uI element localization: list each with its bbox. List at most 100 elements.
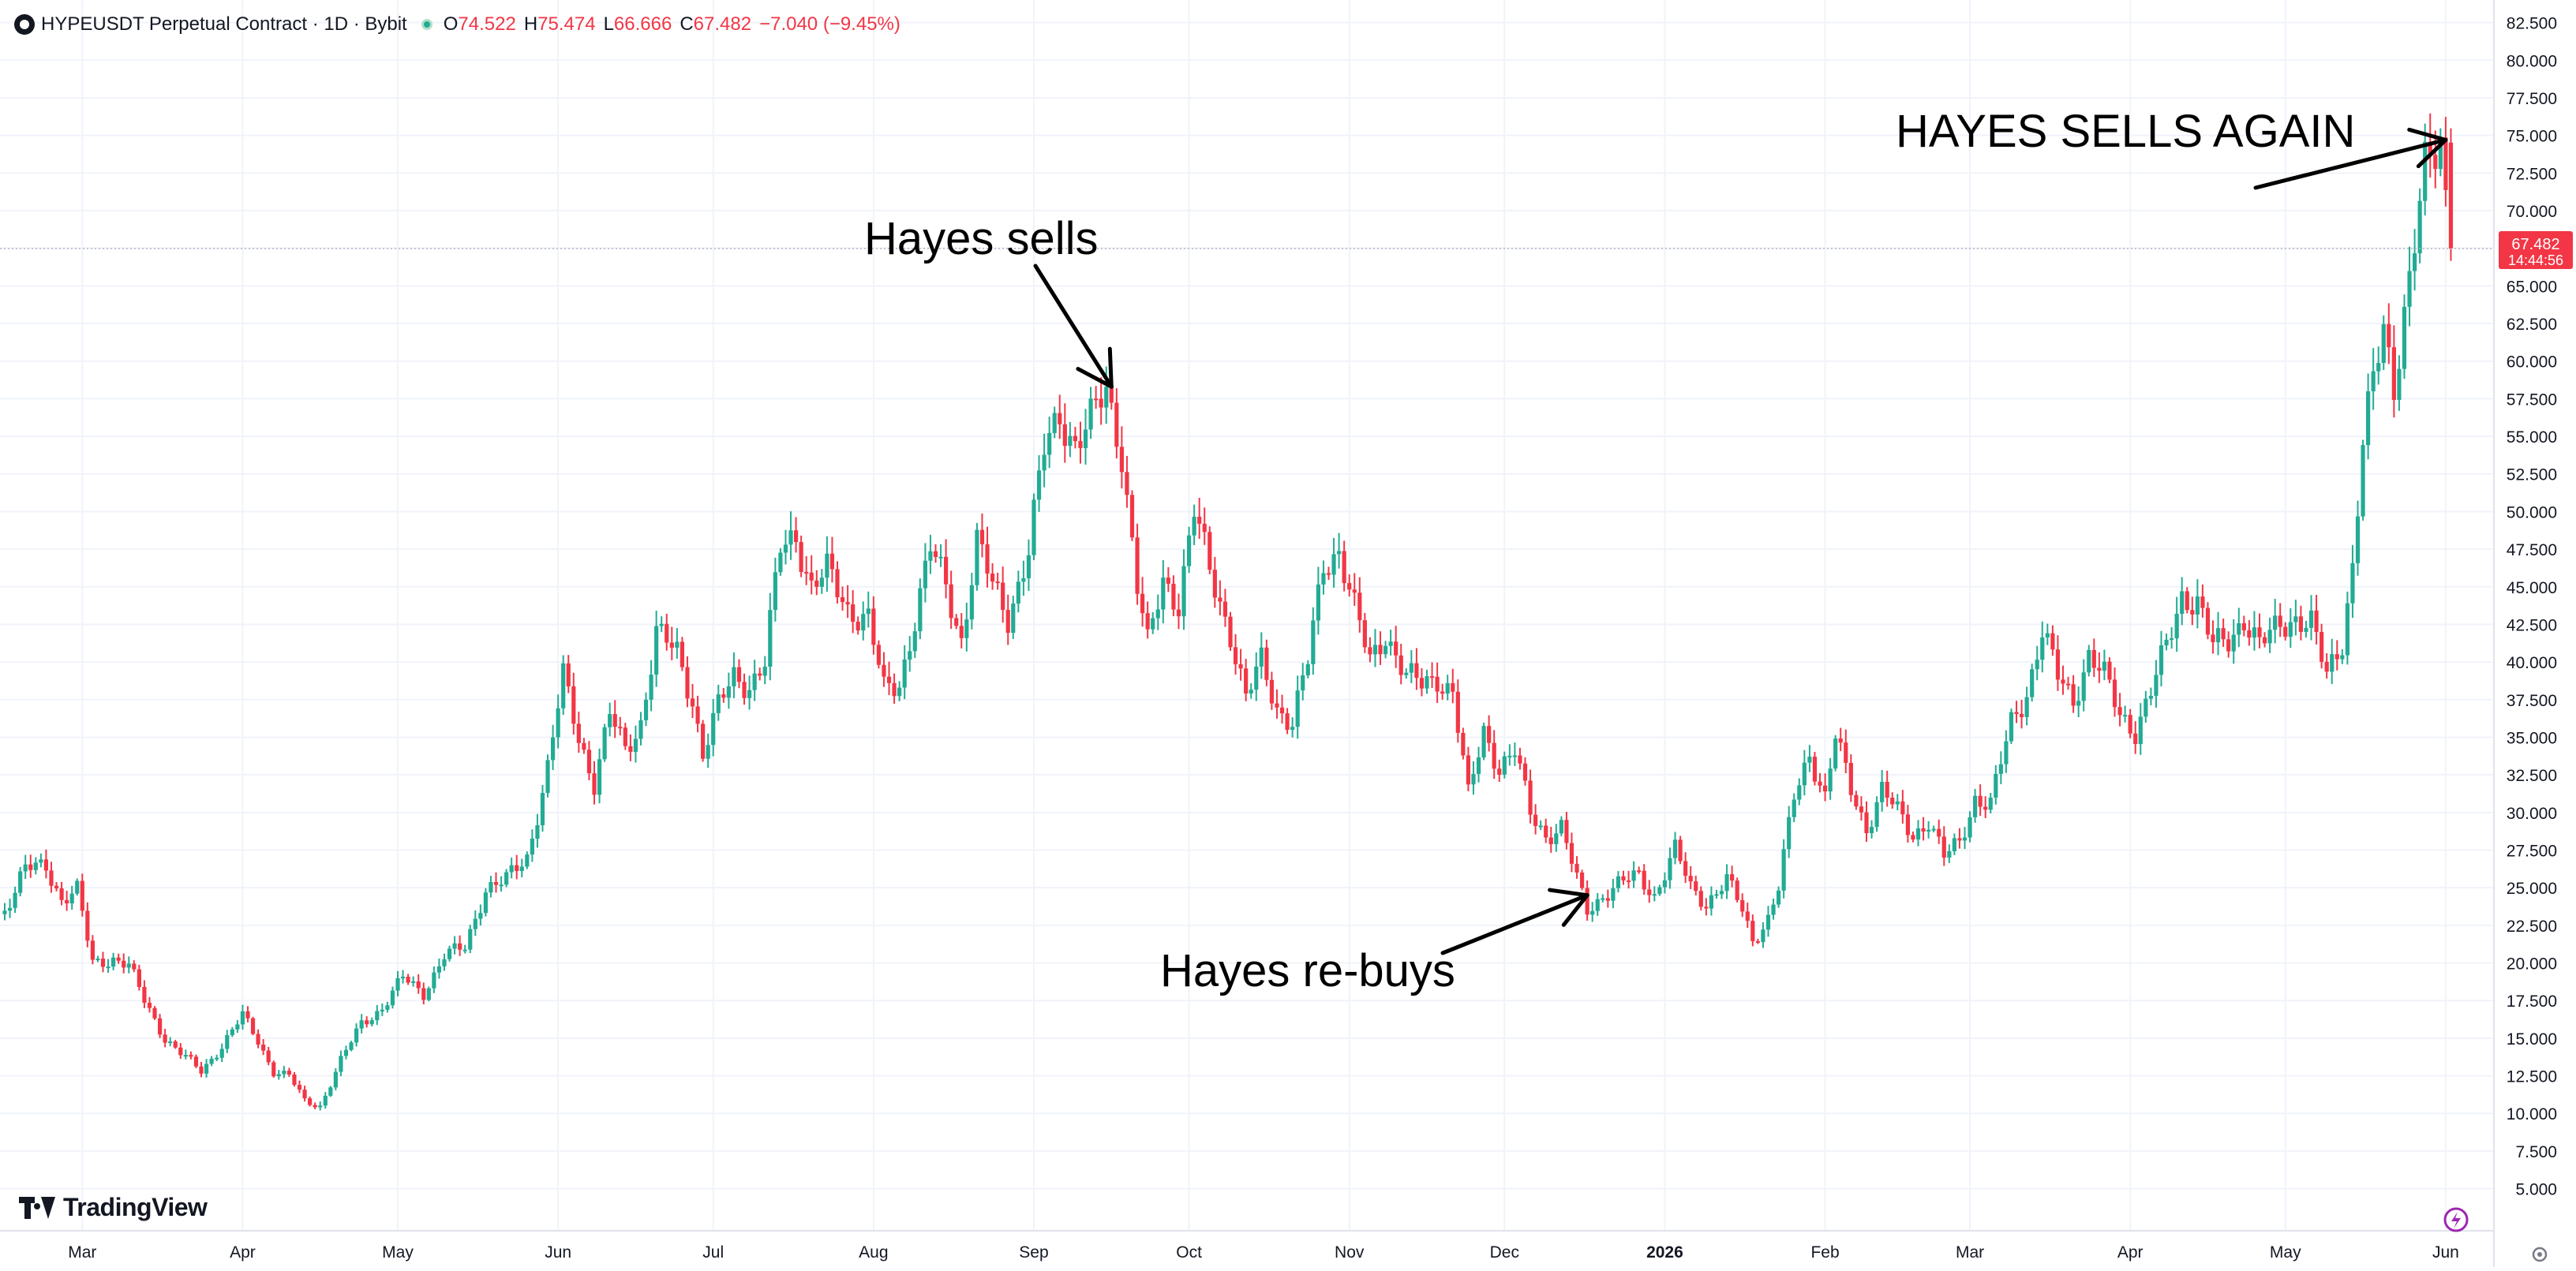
candle-body <box>711 712 716 746</box>
y-tick-label: 40.000 <box>2507 654 2557 672</box>
candle-body <box>1812 757 1818 782</box>
candle-body <box>349 1042 354 1050</box>
candle-body <box>230 1029 234 1036</box>
candle-body <box>458 943 462 950</box>
candle-body <box>985 544 990 574</box>
candle-body <box>375 1011 380 1021</box>
annotation-arrow-sells-again-head[interactable] <box>2416 137 2448 169</box>
candle-body <box>1864 812 1869 834</box>
candle-body <box>499 884 504 887</box>
candle-body <box>2154 675 2159 697</box>
candle-body <box>1926 829 1931 832</box>
market-status-icon[interactable] <box>421 19 432 30</box>
candle-body <box>1222 601 1228 617</box>
candle-body <box>1155 609 1160 619</box>
candle-body <box>576 723 581 743</box>
annotation-arrow-rebuys[interactable] <box>1440 893 1589 955</box>
candle-body <box>1921 828 1926 832</box>
annotation-arrow-sells-head[interactable] <box>1107 346 1114 389</box>
candle-body <box>1218 597 1222 602</box>
candle-body <box>1186 535 1192 566</box>
candle-body <box>1429 676 1435 678</box>
candle-body <box>292 1074 297 1086</box>
candle-body <box>923 560 927 589</box>
candle-body <box>1787 817 1792 850</box>
y-tick-label: 5.000 <box>2515 1181 2557 1199</box>
y-tick-label: 57.500 <box>2507 391 2557 409</box>
candle-body <box>1854 794 1859 807</box>
candle-body <box>2402 306 2407 369</box>
candle-body <box>1585 888 1589 915</box>
candle-body <box>333 1071 338 1088</box>
candle-body <box>1781 849 1786 891</box>
candle-body <box>1579 872 1585 888</box>
candle-body <box>918 588 923 632</box>
candle-body <box>1538 825 1543 828</box>
candle-body <box>1068 436 1073 447</box>
candle-body <box>525 854 530 867</box>
candle-body <box>1104 387 1109 408</box>
candle-body <box>602 727 607 760</box>
candle-body <box>928 551 933 561</box>
ohlc-open-value: 74.522 <box>458 13 516 35</box>
annotation-hayes-sells-again[interactable]: HAYES SELLS AGAIN <box>1896 106 2355 157</box>
last-price-tag[interactable] <box>2499 231 2573 270</box>
candle-body <box>85 910 90 941</box>
tradingview-logo[interactable]: TradingView <box>19 1193 208 1222</box>
y-tick-label: 80.000 <box>2507 52 2557 70</box>
candle-body <box>1833 738 1838 769</box>
annotation-hayes-rebuys[interactable]: Hayes re-buys <box>1160 945 1455 996</box>
y-tick-label: 52.500 <box>2507 466 2557 484</box>
lightning-icon[interactable] <box>2443 1207 2469 1232</box>
candle-body <box>426 988 431 1000</box>
candle-body <box>2107 661 2112 680</box>
annotation-arrow-sells-again[interactable] <box>2253 137 2448 190</box>
x-tick-label: 2026 <box>1646 1243 1683 1262</box>
candle-body <box>1254 666 1259 690</box>
candle-body <box>1616 876 1621 888</box>
candle-body <box>250 1018 256 1034</box>
annotation-arrow-sells-again-head[interactable] <box>2407 127 2448 142</box>
symbol-title[interactable]: HYPEUSDT Perpetual Contract · 1D · Bybit <box>41 13 407 35</box>
annotation-hayes-sells[interactable]: Hayes sells <box>864 213 1099 264</box>
exchange-logo-icon[interactable] <box>14 14 35 35</box>
candle-body <box>1848 762 1853 795</box>
chart-header: HYPEUSDT Perpetual Contract · 1D · Bybit… <box>14 11 900 38</box>
candle-body <box>95 959 100 961</box>
candle-body <box>2443 137 2448 190</box>
y-tick-label: 22.500 <box>2507 918 2557 936</box>
candle-body <box>758 673 762 676</box>
candle-body <box>706 745 710 759</box>
candle-body <box>318 1105 323 1108</box>
candle-body <box>861 614 866 631</box>
candle-body <box>1507 755 1512 757</box>
candle-body <box>2174 614 2179 639</box>
annotation-arrow-rebuys-head[interactable] <box>1548 888 1589 898</box>
candle-body <box>1937 828 1941 837</box>
candle-body <box>1331 554 1336 575</box>
candle-body <box>897 687 902 697</box>
candle-body <box>1818 781 1822 786</box>
ohlc-close-value: 67.482 <box>693 13 752 35</box>
candle-body <box>2273 615 2278 630</box>
candle-body <box>1036 470 1042 500</box>
annotation-arrow-sells[interactable] <box>1033 264 1114 389</box>
candle-body <box>380 1009 384 1011</box>
candle-body <box>665 623 669 643</box>
annotation-arrow-sells-head[interactable] <box>1076 367 1114 389</box>
x-tick-label: Feb <box>1810 1243 1839 1262</box>
annotation-arrow-rebuys-head[interactable] <box>1561 893 1589 927</box>
candle-body <box>809 572 814 581</box>
candle-body <box>1466 755 1471 785</box>
candle-body <box>266 1050 271 1063</box>
candle-body <box>1073 436 1078 442</box>
settings-gear-icon[interactable] <box>2532 1247 2548 1262</box>
candle-body <box>1807 757 1812 763</box>
candle-body <box>1305 664 1310 675</box>
candle-body <box>2334 654 2339 660</box>
candle-body <box>556 708 560 738</box>
candle-body <box>442 959 447 966</box>
candle-body <box>1900 801 1905 815</box>
